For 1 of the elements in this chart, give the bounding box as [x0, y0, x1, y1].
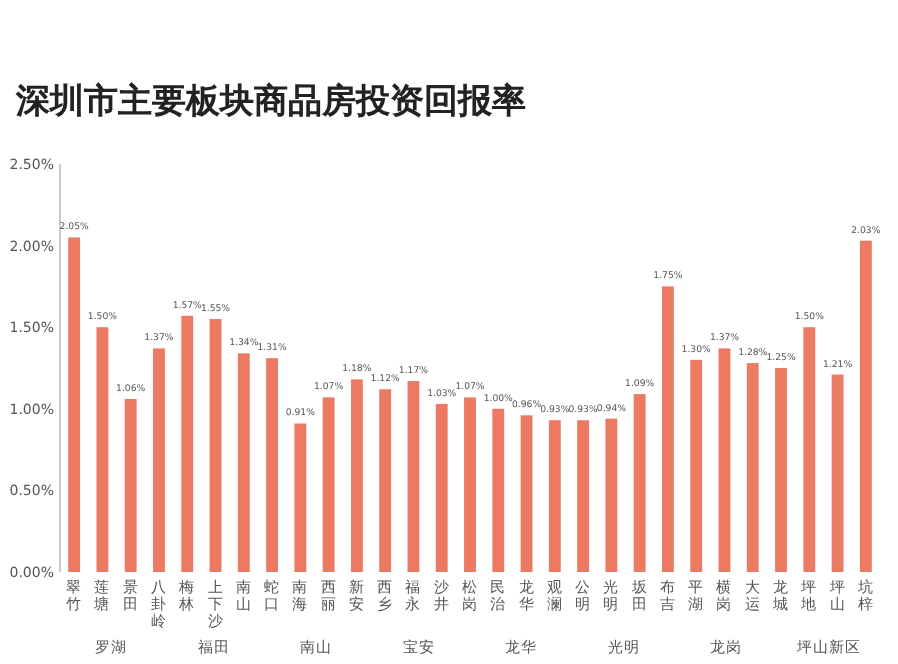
title: 深圳市主要板块商品房投资回报率	[16, 82, 526, 122]
